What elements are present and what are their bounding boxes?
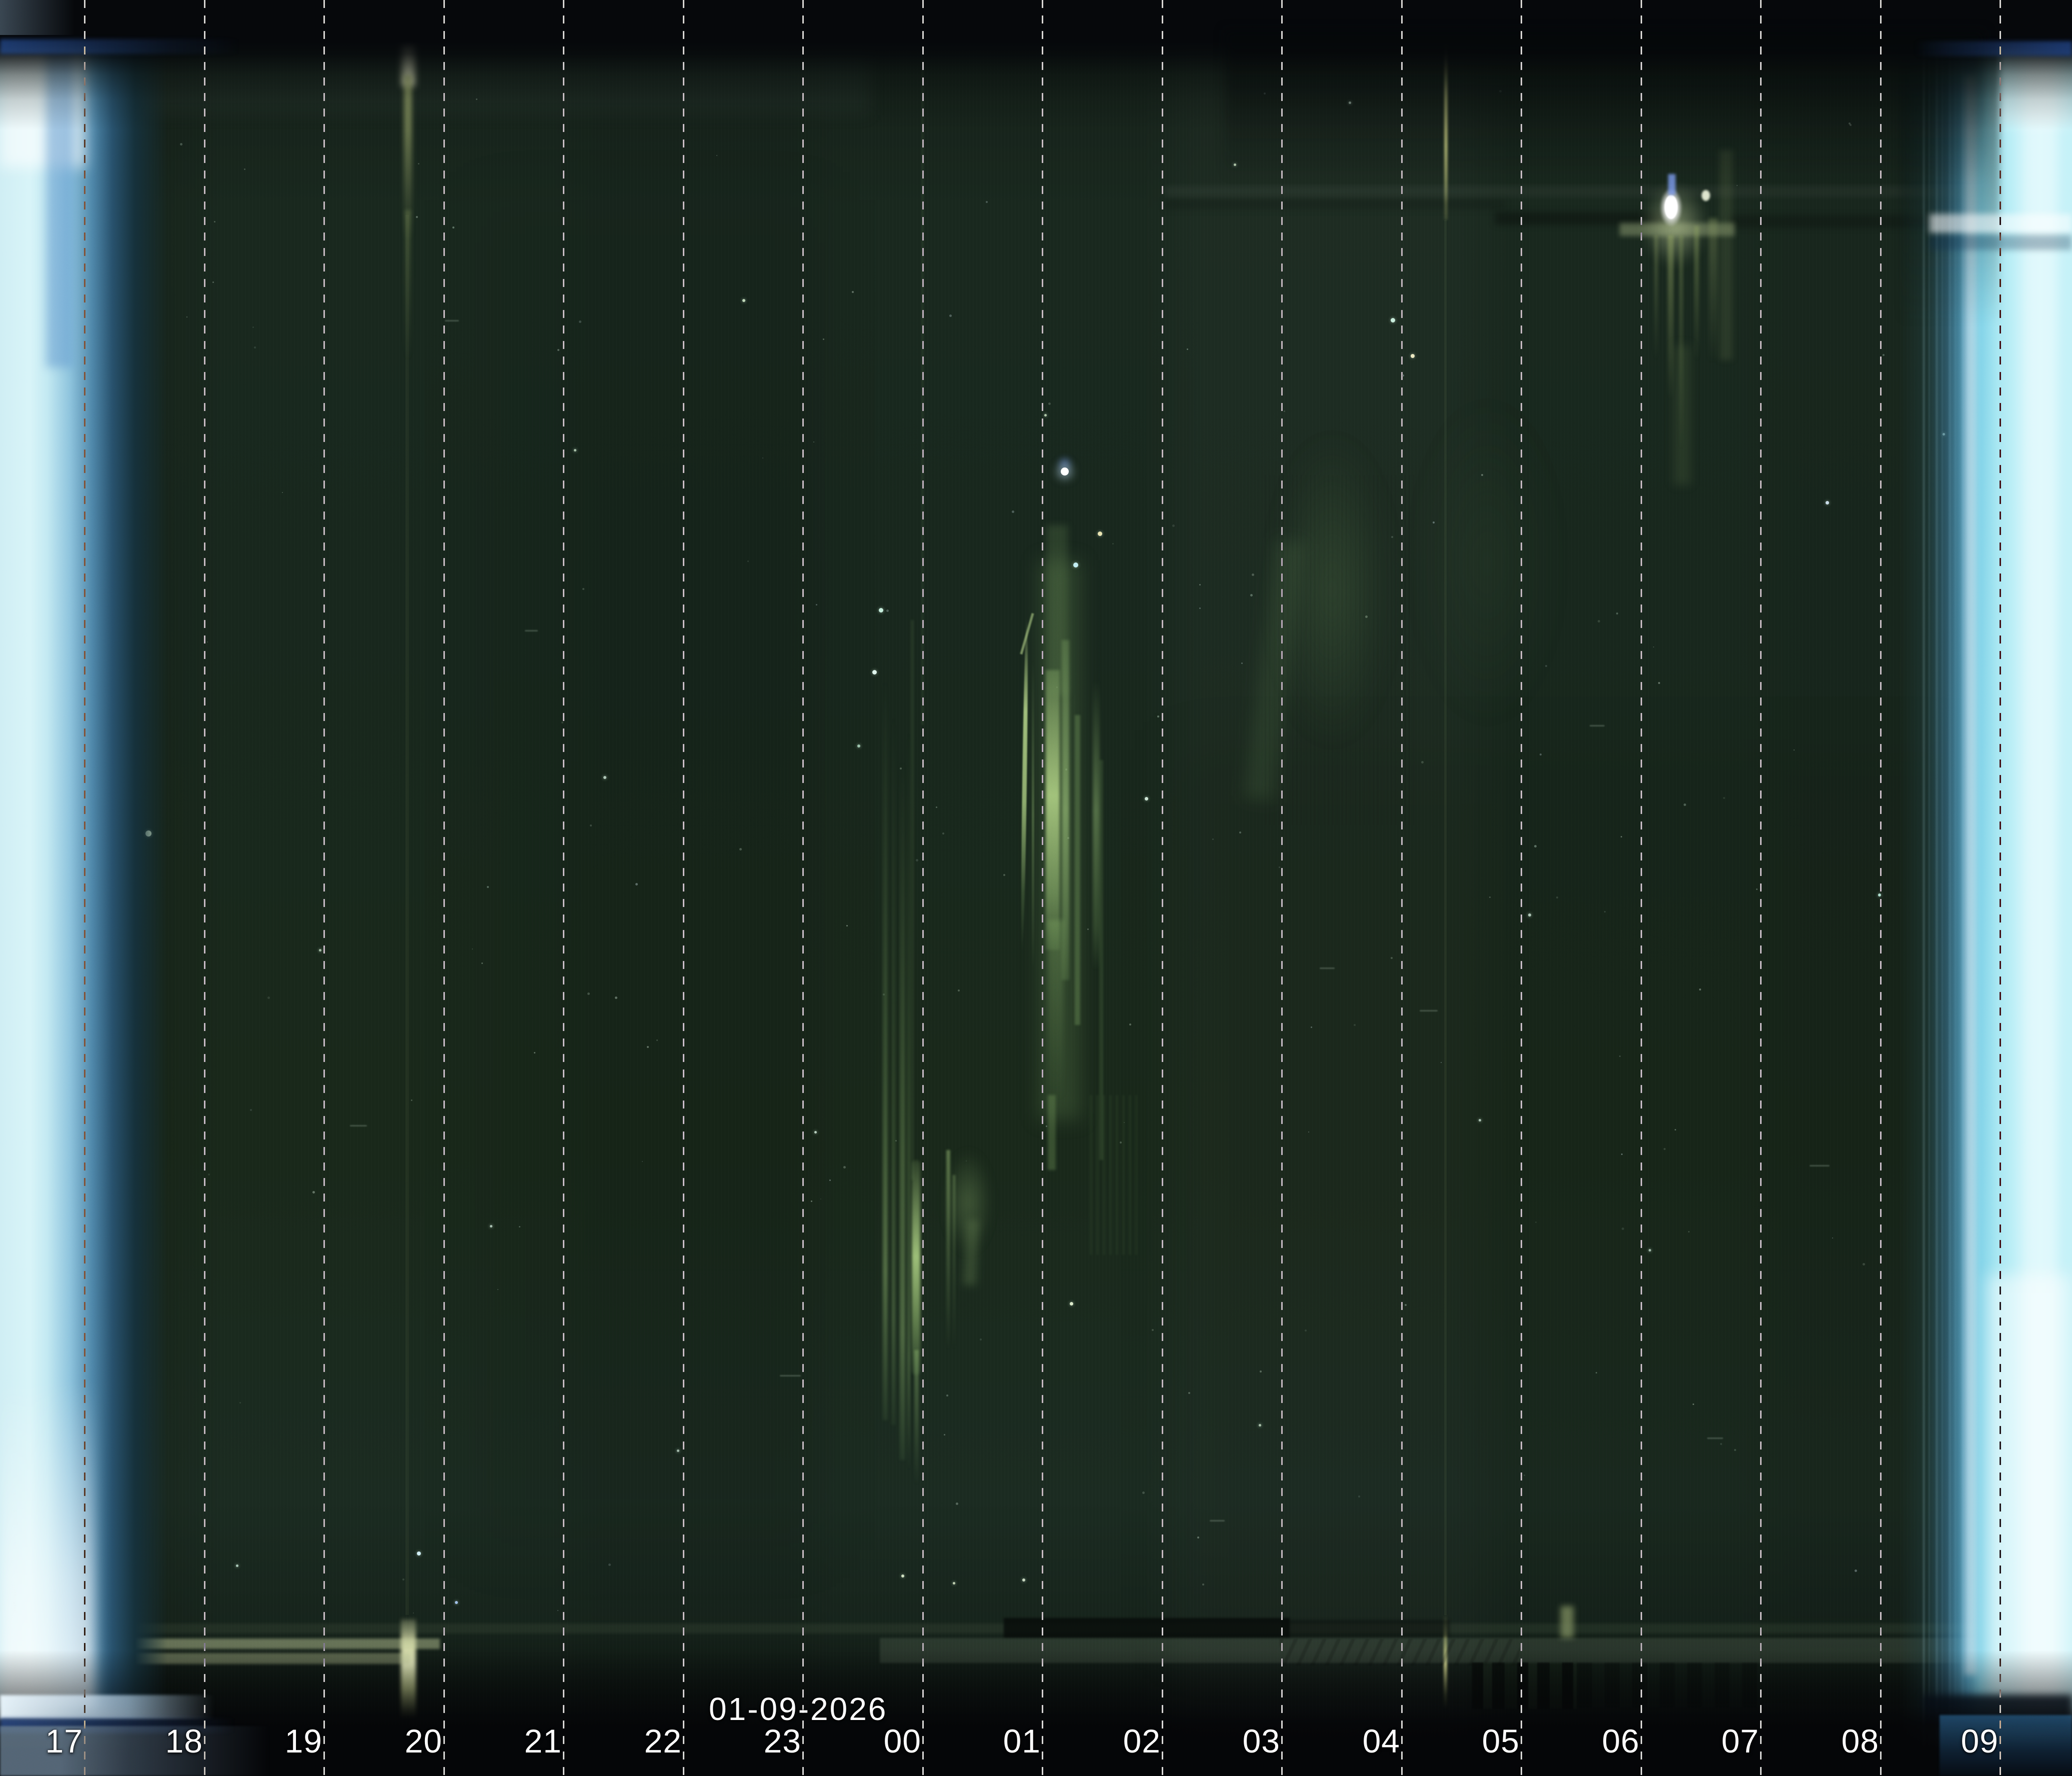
gridline-07	[1760, 0, 1762, 1776]
hour-tick-label-07: 07	[1721, 1722, 1759, 1760]
gridline-05	[1521, 0, 1522, 1776]
hour-tick-label-02: 02	[1123, 1722, 1161, 1760]
gridline-20	[443, 0, 445, 1776]
gridline-17	[84, 0, 85, 1776]
hour-tick-label-23: 23	[763, 1722, 801, 1760]
gridline-22	[683, 0, 684, 1776]
gridline-01	[1042, 0, 1043, 1776]
gridline-02	[1162, 0, 1163, 1776]
hour-tick-label-17: 17	[45, 1722, 83, 1760]
hour-tick-label-00: 00	[883, 1722, 921, 1760]
gridline-08	[1880, 0, 1882, 1776]
gridline-23	[802, 0, 804, 1776]
hour-tick-label-08: 08	[1841, 1722, 1879, 1760]
hour-tick-label-06: 06	[1602, 1722, 1640, 1760]
hour-tick-label-19: 19	[284, 1722, 322, 1760]
gridline-18	[204, 0, 205, 1776]
gridline-06	[1641, 0, 1642, 1776]
gridline-09	[2000, 0, 2001, 1776]
hour-tick-label-18: 18	[165, 1722, 203, 1760]
hour-tick-label-09: 09	[1961, 1722, 1999, 1760]
gridline-03	[1281, 0, 1283, 1776]
gridline-04	[1401, 0, 1403, 1776]
gridline-00	[922, 0, 924, 1776]
gridline-19	[323, 0, 325, 1776]
hour-tick-label-20: 20	[404, 1722, 442, 1760]
hour-tick-label-01: 01	[1003, 1722, 1041, 1760]
date-label: 01-09-2026	[709, 1691, 888, 1727]
hour-tick-label-04: 04	[1362, 1722, 1400, 1760]
hour-tick-label-22: 22	[644, 1722, 682, 1760]
hour-tick-label-03: 03	[1242, 1722, 1280, 1760]
hour-tick-label-05: 05	[1482, 1722, 1520, 1760]
hour-tick-label-21: 21	[524, 1722, 562, 1760]
gridline-21	[563, 0, 564, 1776]
